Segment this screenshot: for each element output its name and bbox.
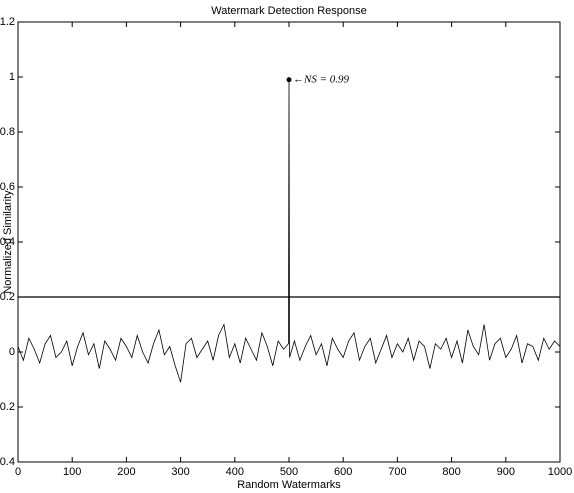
peak-marker (286, 77, 292, 83)
annotation: ←NS = 0.99 (293, 73, 350, 85)
x-tick-label: 700 (388, 466, 406, 478)
response-line (17, 79, 561, 383)
y-tick-label: 0.6 (0, 181, 15, 193)
y-tick-label: 1 (9, 71, 15, 83)
x-tick-label: 0 (15, 466, 21, 478)
y-tick-label: 1.2 (0, 16, 15, 28)
y-tick-label: 0.4 (0, 236, 15, 248)
x-tick-label: 900 (497, 466, 515, 478)
x-tick-label: 600 (334, 466, 352, 478)
y-tick-label: -0.4 (0, 456, 15, 468)
x-tick-label: 400 (226, 466, 244, 478)
x-axis-label: Random Watermarks (237, 479, 341, 491)
y-axis-label: Normalized Similarity (2, 190, 14, 294)
y-tick-label: 0.8 (0, 126, 15, 138)
x-tick-label: 800 (442, 466, 460, 478)
x-tick-label: 100 (63, 466, 81, 478)
chart-title: Watermark Detection Response (211, 5, 367, 17)
x-tick-label: 300 (171, 466, 189, 478)
x-tick-label: 1000 (548, 466, 572, 478)
y-tick-label: 0 (9, 346, 15, 358)
y-tick-label: -0.2 (0, 401, 15, 413)
y-tick-label: 0.2 (0, 291, 15, 303)
x-tick-label: 500 (280, 466, 298, 478)
x-tick-label: 200 (117, 466, 135, 478)
